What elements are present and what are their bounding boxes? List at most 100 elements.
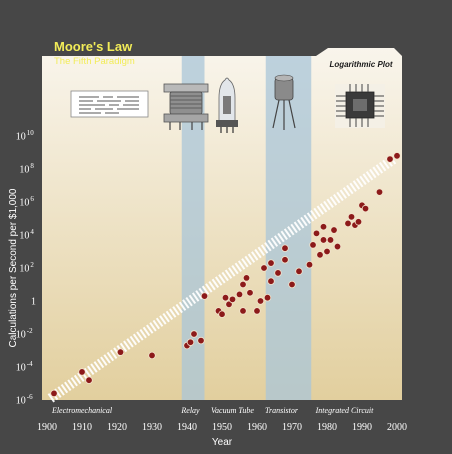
y-tick-base: 10	[19, 165, 29, 176]
era-label: Vacuum Tube	[211, 406, 254, 415]
y-tick-label: 10 4	[19, 228, 34, 242]
data-point	[253, 307, 261, 315]
data-point	[393, 152, 401, 160]
data-point	[312, 229, 321, 238]
y-tick-label: 10 2	[19, 261, 34, 275]
y-tick-label: 1	[31, 297, 36, 308]
data-point	[116, 348, 125, 356]
data-point	[228, 295, 237, 304]
data-point	[256, 297, 265, 305]
y-tick-label: 10 -4	[16, 360, 33, 374]
data-point	[242, 274, 251, 282]
transistor-icon	[272, 74, 296, 130]
y-tick-base: 10	[19, 231, 29, 242]
x-tick-label: 1950	[212, 422, 232, 433]
y-tick-exponent: 10	[27, 129, 35, 137]
data-point	[50, 389, 58, 398]
data-point	[330, 226, 338, 234]
data-point	[239, 307, 247, 315]
data-point	[305, 261, 314, 269]
data-point	[85, 376, 93, 384]
era-labels: Electromechanical Relay Vacuum Tube Transis…	[51, 406, 374, 415]
plot-area	[42, 48, 402, 400]
data-point	[274, 269, 282, 277]
scale-badge: Logarithmic Plot	[329, 60, 392, 69]
y-tick-label: 10 6	[19, 195, 34, 209]
x-tick-label: 1930	[142, 422, 162, 433]
y-tick-exponent: -6	[27, 393, 33, 401]
data-point	[260, 264, 268, 272]
y-tick-label: 10 8	[19, 162, 34, 176]
y-tick-exponent: 4	[30, 228, 34, 236]
y-tick-label: 10 -2	[16, 327, 33, 341]
data-point	[347, 213, 356, 221]
y-tick-base: 10	[19, 198, 29, 209]
data-point	[375, 188, 384, 196]
punch-card-icon	[70, 90, 149, 118]
trend-line	[47, 154, 397, 403]
y-tick-base: 10	[16, 132, 26, 143]
y-tick-label: 10 10	[16, 129, 35, 143]
y-tick-exponent: -2	[27, 327, 33, 335]
x-tick-label: 1990	[352, 422, 372, 433]
y-tick-base: 10	[16, 396, 26, 407]
y-tick-base: 1	[31, 297, 36, 308]
data-point	[281, 256, 289, 264]
data-point	[354, 218, 363, 226]
data-point	[386, 155, 394, 163]
data-point	[309, 241, 317, 249]
y-tick-label: 10 -6	[16, 393, 33, 407]
y-tick-exponent: 6	[30, 195, 34, 203]
x-tick-label: 1970	[282, 422, 302, 433]
data-point	[246, 289, 254, 297]
era-label: Integrated Circuit	[315, 406, 374, 415]
era-label: Relay	[180, 406, 200, 415]
data-point	[361, 204, 370, 213]
x-tick-label: 1960	[247, 422, 267, 433]
chart-subtitle: The Fifth Paradigm	[54, 56, 135, 67]
data-point	[319, 223, 328, 231]
y-tick-base: 10	[16, 330, 26, 341]
data-point	[344, 219, 352, 228]
x-tick-label: 2000	[387, 422, 407, 433]
data-point	[288, 280, 296, 289]
data-point	[281, 244, 289, 252]
chart-title: Moore's Law	[54, 39, 133, 54]
era-label: Transistor	[265, 406, 299, 415]
data-point	[148, 351, 156, 360]
x-axis-ticks: 1900 1910 1920 1930 1940 1950 1960 1970 1980 1990…	[37, 422, 407, 433]
y-tick-exponent: 8	[30, 162, 34, 170]
data-point	[197, 336, 205, 345]
integrated-circuit-icon	[335, 84, 385, 128]
data-point	[225, 300, 233, 308]
x-tick-label: 1980	[317, 422, 337, 433]
data-point	[200, 292, 209, 300]
paradigm-band-relay	[181, 56, 205, 400]
data-point	[326, 236, 335, 244]
x-tick-label: 1920	[107, 422, 127, 433]
data-point	[316, 251, 324, 259]
y-axis-label: Calculations per Second per $1,000	[8, 188, 19, 347]
data-point	[239, 280, 247, 289]
y-tick-exponent: 2	[30, 261, 34, 269]
data-point	[218, 310, 226, 318]
relay-icon	[163, 83, 209, 130]
data-point	[186, 338, 195, 346]
data-point	[190, 330, 198, 338]
era-label: Electromechanical	[51, 406, 113, 415]
x-tick-label: 1900	[37, 422, 57, 433]
y-tick-base: 10	[16, 363, 26, 374]
trend-band	[47, 154, 397, 403]
data-point	[235, 290, 244, 299]
vacuum-tube-icon	[216, 77, 238, 133]
data-point	[319, 236, 328, 244]
data-point	[267, 259, 275, 267]
data-point	[267, 277, 275, 285]
y-tick-exponent: -4	[27, 360, 33, 368]
data-point	[221, 294, 230, 302]
x-tick-label: 1910	[72, 422, 92, 433]
x-tick-label: 1940	[177, 422, 197, 433]
data-point	[263, 294, 272, 302]
